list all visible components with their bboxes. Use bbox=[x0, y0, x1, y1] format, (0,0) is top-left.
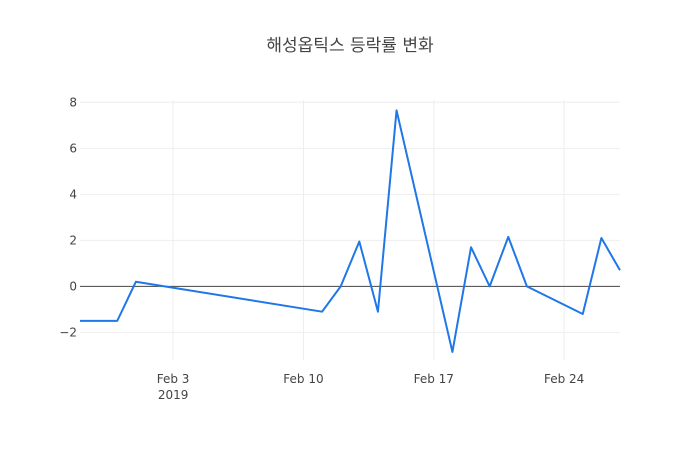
y-tick-label: 0 bbox=[69, 279, 77, 293]
y-tick-label: 2 bbox=[69, 233, 77, 247]
y-tick-label: 8 bbox=[69, 95, 77, 109]
series-line bbox=[80, 109, 621, 353]
x-tick-label: Feb 17 bbox=[414, 372, 454, 386]
chart-title: 해성옵틱스 등락률 변화 bbox=[266, 36, 434, 56]
x-year-label: 2019 bbox=[158, 388, 189, 402]
y-tick-label: −2 bbox=[59, 325, 77, 339]
y-tick-label: 4 bbox=[69, 187, 77, 201]
y-tick-label: 6 bbox=[69, 141, 77, 155]
x-tick-label: Feb 24 bbox=[544, 372, 584, 386]
x-tick-label: Feb 3 bbox=[157, 372, 190, 386]
x-tick-label: Feb 10 bbox=[283, 372, 323, 386]
